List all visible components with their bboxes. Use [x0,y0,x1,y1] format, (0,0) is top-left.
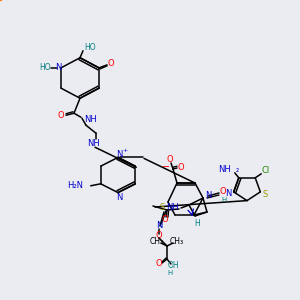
Text: +: + [122,148,128,153]
Text: O: O [108,59,114,68]
Text: H₂N: H₂N [67,181,83,190]
Text: CH₃: CH₃ [150,236,164,245]
Text: NH: NH [218,165,231,174]
Text: N: N [116,150,122,159]
Text: ₂: ₂ [236,165,239,174]
Text: OH: OH [167,262,179,271]
Text: HO: HO [39,63,51,72]
Text: O: O [220,188,226,196]
Text: CH₃: CH₃ [170,236,184,245]
Text: H: H [194,218,200,227]
Text: NH: NH [88,139,100,148]
Text: O: O [178,163,184,172]
Text: N: N [205,190,211,200]
Text: O: O [156,260,162,268]
Text: H: H [221,197,226,203]
Text: NH: NH [166,203,179,212]
Text: N: N [55,63,61,72]
Text: O: O [156,232,162,241]
Text: N: N [116,193,122,202]
Text: O: O [167,155,173,164]
Text: N: N [156,221,162,230]
Text: H: H [167,270,172,276]
Text: N: N [226,189,232,198]
Text: S: S [263,190,268,200]
Text: O: O [58,111,64,120]
Text: O: O [162,215,168,224]
Text: S: S [159,202,165,211]
Text: HO: HO [84,43,96,52]
Text: −: − [162,162,170,172]
Text: NH: NH [84,115,97,124]
Text: Cl: Cl [261,166,269,175]
